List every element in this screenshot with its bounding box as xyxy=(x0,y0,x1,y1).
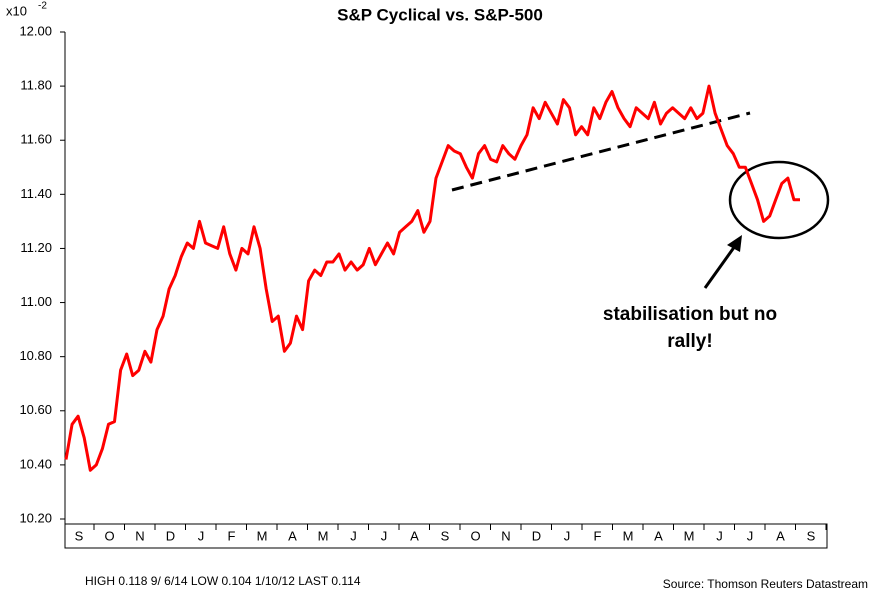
y-tick-label: 10.60 xyxy=(19,402,52,417)
arrow-shaft xyxy=(703,245,737,289)
x-tick-label: J xyxy=(381,528,388,543)
annotation-line: stabilisation but no xyxy=(603,304,777,325)
y-tick-label: 11.00 xyxy=(20,294,52,309)
y-tick-label: 12.00 xyxy=(19,23,52,38)
stats: HIGH 0.118 9/ 6/14 LOW 0.104 1/10/12 LAS… xyxy=(85,574,361,588)
y-tick-label: 11.20 xyxy=(20,240,52,255)
source: Source: Thomson Reuters Datastream xyxy=(663,577,868,591)
chart-title: S&P Cyclical vs. S&P-500 xyxy=(337,5,543,24)
x-axis-box xyxy=(64,523,828,549)
x-tick-label: J xyxy=(350,528,357,543)
x-tick-label: S xyxy=(75,528,84,543)
x-tick-label: S xyxy=(441,528,450,543)
x-tick-label: J xyxy=(747,528,754,543)
x-tick-label: M xyxy=(318,528,329,543)
x-tick-label: F xyxy=(594,528,602,543)
x-tick-label: A xyxy=(776,528,785,543)
y-tick-label: 10.20 xyxy=(19,510,52,525)
trend-line xyxy=(451,111,751,192)
x-tick-label: D xyxy=(532,528,541,543)
annotation-line: rally! xyxy=(667,331,712,352)
y-scale-exponent: -2 xyxy=(38,1,47,12)
x-tick-label: S xyxy=(807,528,816,543)
x-tick-label: M xyxy=(257,528,268,543)
x-tick-label: J xyxy=(564,528,571,543)
x-tick-label: J xyxy=(716,528,723,543)
x-tick-label: A xyxy=(288,528,297,543)
x-tick-label: J xyxy=(198,528,205,543)
y-scale-label: x10 xyxy=(6,3,27,18)
y-tick-label: 11.40 xyxy=(20,186,52,201)
y-tick-label: 10.40 xyxy=(19,456,52,471)
x-tick-label: O xyxy=(104,528,114,543)
y-tick-label: 11.60 xyxy=(20,132,52,147)
y-tick-label: 11.80 xyxy=(20,78,52,93)
x-tick-label: N xyxy=(135,528,144,543)
x-tick-label: F xyxy=(228,528,236,543)
x-tick-label: O xyxy=(470,528,480,543)
arrow-head xyxy=(727,235,742,252)
y-tick-label: 10.80 xyxy=(19,348,52,363)
x-tick-label: A xyxy=(654,528,663,543)
x-tick-label: M xyxy=(684,528,695,543)
highlight-circle xyxy=(728,160,830,240)
x-tick-label: D xyxy=(166,528,175,543)
x-tick-label: N xyxy=(501,528,510,543)
x-tick-label: M xyxy=(623,528,634,543)
x-tick-label: A xyxy=(410,528,419,543)
data-line xyxy=(64,84,800,472)
